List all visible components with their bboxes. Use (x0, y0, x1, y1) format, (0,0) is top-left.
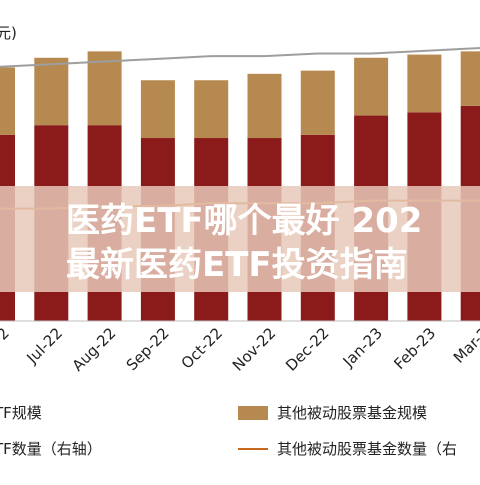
x-tick-label: Nov-22 (229, 324, 279, 374)
legend-swatch (238, 406, 268, 420)
x-tick-label: Aug-22 (69, 324, 120, 375)
bar-segment-top (460, 51, 480, 106)
bar-segment-top (354, 57, 389, 116)
x-tick-label: Dec-22 (282, 324, 333, 375)
bar-segment-top (87, 51, 122, 126)
x-tick-label: Oct-22 (178, 324, 226, 372)
x-tick-label: 2 (0, 324, 13, 343)
bar-segment-top (34, 57, 69, 126)
bar-segment-top (194, 80, 229, 139)
bar-segment-top (300, 70, 335, 135)
bar-segment-top (140, 80, 175, 139)
overlay-line-2: 最新医药ETF投资指南 (66, 245, 408, 285)
overlay-line-1: 医药ETF哪个最好 202 (66, 201, 422, 241)
x-tick-label: Mar-2 (450, 324, 480, 367)
line-series-count (0, 47, 480, 68)
bar-segment-top (0, 67, 15, 135)
y-axis-label: 元) (0, 24, 17, 42)
legend-label: 其他被动股票基金规模 (277, 404, 427, 422)
x-tick-label: Feb-23 (390, 324, 439, 373)
x-tick-label: Jan-23 (339, 324, 386, 371)
legend-label: TF规模 (0, 404, 42, 422)
overlay-band (0, 186, 480, 292)
bar-segment-top (407, 54, 442, 113)
x-tick-label: Sep-22 (123, 324, 173, 374)
bar-segment-top (247, 73, 282, 139)
x-tick-label: Jul-22 (23, 324, 67, 368)
legend-label: 其他被动股票基金数量（右 (277, 440, 457, 458)
legend-label: TF数量（右轴） (0, 440, 102, 458)
